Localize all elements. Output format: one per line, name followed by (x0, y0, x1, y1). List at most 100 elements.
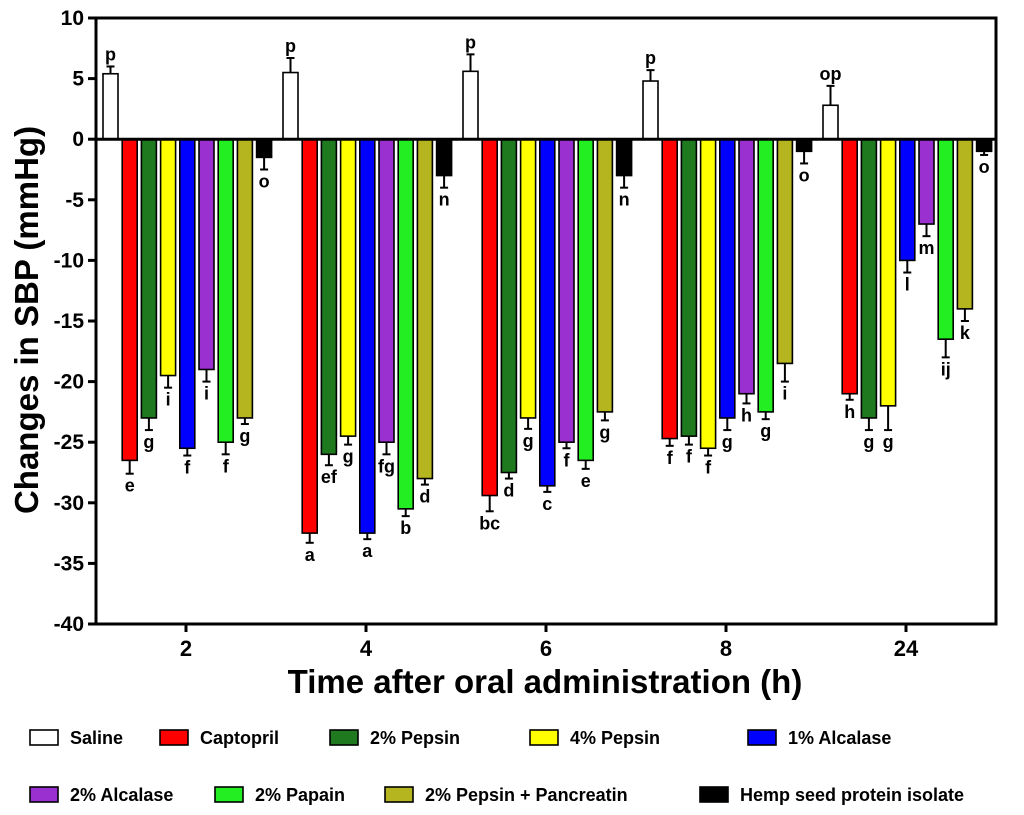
significance-letter: i (166, 390, 171, 410)
y-tick-label: -5 (65, 189, 84, 212)
significance-letter: n (439, 190, 450, 210)
legend-label: 2% Pepsin (370, 728, 460, 748)
bar-2-pepsin-pancreatin-24h (956, 138, 974, 310)
bar-captopril-6h (481, 138, 499, 497)
bar-2-alcalase-8h (738, 138, 755, 395)
bar-2-pepsin-pancreatin-6h (596, 138, 614, 413)
significance-letter: a (362, 541, 373, 561)
significance-letter: p (105, 44, 116, 64)
bar-2-pepsin-pancreatin-4h (416, 138, 434, 480)
x-tick-label: 2 (180, 636, 192, 661)
bar-hemp-seed-protein-isolate-24h (975, 138, 993, 153)
legend-label: 4% Pepsin (570, 728, 660, 748)
legend-swatch (214, 786, 244, 803)
significance-letter: f (184, 458, 191, 478)
x-tick-label: 4 (360, 636, 373, 661)
significance-letter: f (686, 447, 693, 467)
bar-1-alcalase-6h (538, 138, 556, 487)
significance-letter: op (820, 64, 842, 84)
legend-swatch (384, 786, 414, 803)
significance-letter: f (223, 456, 230, 476)
legend-label: 1% Alcalase (788, 728, 891, 748)
bar-1-alcalase-24h (898, 138, 916, 262)
x-axis: 2 4 6 8 24 (180, 624, 919, 661)
significance-letter: g (239, 426, 250, 446)
legend-swatch (29, 729, 59, 746)
significance-letter: p (465, 32, 476, 52)
bar-hemp-seed-protein-isolate-4h (435, 138, 453, 177)
bar-4-pepsin-24h (879, 138, 897, 407)
bar-captopril-2h (121, 138, 138, 462)
bar-saline-2h (102, 72, 119, 140)
significance-letter: ef (321, 467, 338, 487)
y-tick-label: 5 (72, 68, 84, 91)
bar-2-pepsin-2h (140, 138, 158, 419)
legend-swatch (747, 729, 777, 746)
bar-2-papain-2h (217, 138, 234, 443)
significance-letter: fg (378, 456, 395, 476)
significance-letter: g (143, 432, 154, 452)
legend-swatch (29, 786, 59, 803)
bar-2-pepsin-4h (320, 138, 338, 456)
significance-letter: b (400, 518, 411, 538)
y-tick-label: -20 (54, 371, 84, 394)
bar-2-pepsin-pancreatin-8h (776, 138, 794, 365)
bar-hemp-seed-protein-isolate-2h (255, 138, 273, 159)
significance-letter: g (760, 421, 771, 441)
bar-2-alcalase-2h (198, 138, 215, 371)
significance-letter: e (581, 471, 591, 491)
bar-hemp-seed-protein-isolate-6h (615, 138, 633, 177)
significance-letter: f (705, 458, 712, 478)
bar-saline-6h (462, 70, 479, 141)
bar-2-papain-8h (757, 138, 775, 413)
bar-2-pepsin-24h (860, 138, 878, 419)
legend: Saline Captopril 2% Pepsin 4% Pepsin 1% Alca… (29, 728, 964, 805)
bar-2-papain-24h (937, 138, 955, 340)
significance-letter: o (979, 157, 990, 177)
bar-4-pepsin-6h (519, 138, 537, 419)
significance-letter: g (863, 432, 874, 452)
significance-letter: f (564, 450, 571, 470)
significance-letter: g (343, 447, 354, 467)
bar-2-alcalase-24h (918, 138, 935, 225)
significance-letter: o (259, 172, 270, 192)
bar-2-pepsin-8h (680, 138, 698, 437)
y-tick-label: 0 (72, 128, 84, 151)
significance-letter: f (667, 448, 674, 468)
legend-label: 2% Papain (255, 785, 345, 805)
significance-letter: p (645, 48, 656, 68)
significance-letter: m (918, 238, 934, 258)
legend-label: Saline (70, 728, 123, 748)
bar-4-pepsin-8h (699, 138, 717, 450)
y-tick-label: -35 (54, 552, 85, 575)
bar-2-pepsin-pancreatin-2h (236, 138, 254, 419)
y-tick-label: -25 (54, 431, 85, 454)
legend-label: 2% Pepsin + Pancreatin (425, 785, 628, 805)
x-tick-label: 6 (540, 636, 552, 661)
x-axis-title: Time after oral administration (h) (288, 663, 803, 700)
significance-letter: l (905, 275, 910, 295)
bar-2-papain-6h (577, 138, 595, 462)
significance-letter: i (204, 384, 209, 404)
x-tick-label: 24 (894, 636, 919, 661)
bar-saline-24h (822, 104, 839, 141)
bar-captopril-4h (301, 138, 319, 534)
significance-letter: o (799, 165, 810, 185)
y-tick-label: -15 (54, 310, 85, 333)
bar-saline-4h (282, 71, 299, 141)
bar-1-alcalase-8h (718, 138, 736, 419)
y-tick-label: -30 (54, 492, 84, 515)
legend-label: Captopril (200, 728, 279, 748)
y-tick-label: -40 (54, 613, 84, 636)
significance-letter: d (503, 481, 514, 501)
bar-4-pepsin-4h (339, 138, 357, 437)
significance-letter: h (741, 405, 752, 425)
significance-letter: a (305, 545, 316, 565)
y-tick-label: -10 (54, 249, 84, 272)
significance-letter: g (722, 432, 733, 452)
bar-2-papain-4h (397, 138, 415, 510)
significance-letter: bc (479, 513, 500, 533)
bar-captopril-24h (841, 138, 859, 395)
